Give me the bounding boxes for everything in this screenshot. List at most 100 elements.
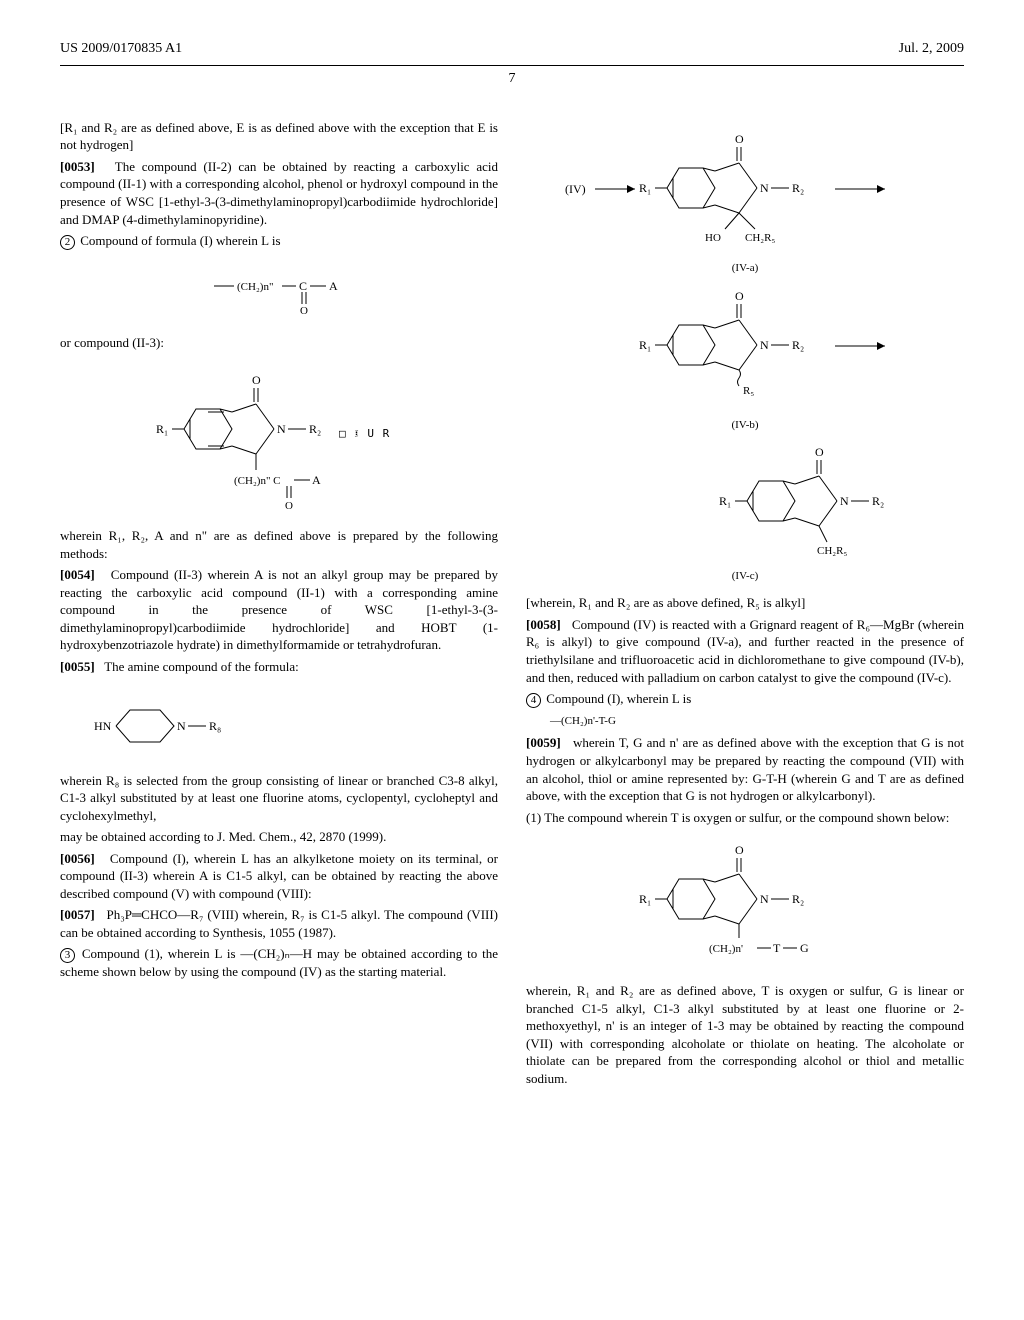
two-column-layout: [R₁ and R₂ are as defined above, E is as… [60, 119, 964, 1092]
svg-text:N: N [760, 338, 769, 352]
svg-text:A: A [312, 473, 321, 487]
para-num-0057: [0057] [60, 907, 95, 922]
svg-text:R₁: R₁ [639, 338, 651, 352]
para-0056: [0056] Compound (I), wherein L has an al… [60, 850, 498, 903]
jmedchem-ref: may be obtained according to J. Med. Che… [60, 828, 498, 846]
circled-3-line: 3 Compound (1), wherein L is —(CH₂)ₙ—H m… [60, 945, 498, 980]
svg-text:R₂: R₂ [792, 892, 804, 906]
circled-3-text: Compound (1), wherein L is —(CH₂)ₙ—H may… [60, 946, 498, 979]
label-IVb: (IV-b) [526, 418, 964, 433]
circled-2-icon: 2 [60, 235, 75, 250]
svg-text:R₈: R₈ [209, 719, 221, 733]
wherein-final: wherein, R₁ and R₂ are as defined above,… [526, 982, 964, 1087]
svg-text:R₂: R₂ [309, 422, 321, 436]
svg-text:O: O [735, 844, 744, 857]
para-0055: [0055] The amine compound of the formula… [60, 658, 498, 676]
wherein-R8: wherein R₈ is selected from the group co… [60, 772, 498, 825]
bracket-wherein-right: [wherein, R₁ and R₂ are as above defined… [526, 594, 964, 612]
svg-text:R₁: R₁ [639, 892, 651, 906]
struct-L-ketone: (CH₂)n" C A O [204, 268, 354, 316]
svg-text:C: C [299, 279, 307, 293]
formula-TG: —(CH₂)n'-T-G [526, 714, 964, 729]
svg-text:N: N [760, 181, 769, 195]
formula-L-ketone: (CH₂)n" C A O [60, 268, 498, 316]
or-compound-II3: or compound (II-3): [60, 334, 498, 352]
circled-4-icon: 4 [526, 693, 541, 708]
label-IVc: (IV-c) [526, 569, 964, 584]
para-num-0056: [0056] [60, 851, 95, 866]
subcase-1: (1) The compound wherein T is oxygen or … [526, 809, 964, 827]
circled-2-text: Compound of formula (I) wherein L is [80, 233, 280, 248]
label-IVa: (IV-a) [526, 261, 964, 276]
svg-text:O: O [300, 305, 308, 316]
para-num-0054: [0054] [60, 567, 95, 582]
svg-text:N: N [760, 892, 769, 906]
circled-3-icon: 3 [60, 948, 75, 963]
para-0057-text: Ph₃P═CHCO—R₇ (VIII) wherein, R₇ is C1-5 … [60, 907, 498, 940]
svg-text:(IV): (IV) [565, 182, 586, 196]
page-header: US 2009/0170835 A1 Jul. 2, 2009 [60, 40, 964, 59]
para-num-0058: [0058] [526, 617, 561, 632]
svg-text:HO: HO [705, 232, 721, 244]
svg-text:O: O [735, 133, 744, 146]
para-0056-text: Compound (I), wherein L has an alkylketo… [60, 851, 498, 901]
left-column: [R₁ and R₂ are as defined above, E is as… [60, 119, 498, 1092]
para-0053: [0053] The compound (II-2) can be obtain… [60, 158, 498, 228]
svg-text:R₁: R₁ [719, 494, 731, 508]
struct-II3: O N R₂ R₁ (CH₂)n" C A O [129, 369, 429, 509]
svg-text:R₅: R₅ [743, 385, 754, 397]
para-0055-text: The amine compound of the formula: [104, 659, 299, 674]
svg-text:R₂: R₂ [872, 494, 884, 508]
svg-text:(CH₂)n" C: (CH₂)n" C [234, 475, 281, 487]
circled-4-line: 4 Compound (I), wherein L is [526, 690, 964, 708]
para-0053-text: The compound (II-2) can be obtained by r… [60, 159, 498, 227]
bracket-def-top: [R₁ and R₂ are as defined above, E is as… [60, 119, 498, 154]
para-0054: [0054] Compound (II-3) wherein A is not … [60, 566, 498, 654]
svg-text:R₁: R₁ [156, 422, 168, 436]
svg-text:CH₂R₅: CH₂R₅ [745, 232, 775, 244]
right-column: (IV) R₁ O N [526, 119, 964, 1092]
svg-text:(CH₂)n": (CH₂)n" [237, 281, 273, 293]
circled-2-line: 2 Compound of formula (I) wherein L is [60, 232, 498, 250]
svg-text:R₂: R₂ [792, 338, 804, 352]
patent-number: US 2009/0170835 A1 [60, 40, 182, 59]
para-num-0055: [0055] [60, 659, 95, 674]
struct-piperazine: HN N R₈ [90, 694, 270, 754]
struct-TG-block: R₁ O N R₂ (CH₂)n' [526, 844, 964, 964]
para-0059: [0059] wherein T, G and n' are as define… [526, 734, 964, 804]
svg-text:G: G [800, 941, 809, 955]
svg-text:A: A [329, 279, 338, 293]
struct-IVa: (IV) R₁ O N [555, 133, 935, 253]
struct-IVb: R₁ O N R₂ [555, 290, 935, 410]
svg-text:R₁: R₁ [639, 181, 651, 195]
svg-text:O: O [285, 500, 293, 509]
scheme-IV: (IV) R₁ O N [526, 133, 964, 585]
para-0059-text: wherein T, G and n' are as defined above… [526, 735, 964, 803]
para-0057: [0057] Ph₃P═CHCO—R₇ (VIII) wherein, R₇ i… [60, 906, 498, 941]
garbled-text: □ ፤ U R [339, 427, 390, 440]
wherein-II3: wherein R₁, R₂, A and n" are as defined … [60, 527, 498, 562]
page-number: 7 [60, 70, 964, 89]
para-0058: [0058] Compound (IV) is reacted with a G… [526, 616, 964, 686]
para-num-0059: [0059] [526, 735, 561, 750]
svg-text:N: N [177, 719, 186, 733]
para-num-0053: [0053] [60, 159, 95, 174]
publication-date: Jul. 2, 2009 [899, 40, 964, 59]
svg-text:T: T [773, 941, 781, 955]
circled-4-text: Compound (I), wherein L is [546, 691, 691, 706]
svg-text:O: O [815, 446, 824, 459]
svg-text:HN: HN [94, 719, 112, 733]
para-0058-text: Compound (IV) is reacted with a Grignard… [526, 617, 964, 685]
svg-text:O: O [735, 290, 744, 303]
svg-text:N: N [840, 494, 849, 508]
svg-text:O: O [252, 373, 261, 387]
header-rule [60, 65, 964, 66]
svg-text:(CH₂)n': (CH₂)n' [709, 943, 743, 955]
struct-amine-block: HN N R₈ [60, 694, 498, 754]
svg-text:R₂: R₂ [792, 181, 804, 195]
struct-IVc: R₁ O N R₂ CH₂R₅ [555, 446, 935, 561]
para-0054-text: Compound (II-3) wherein A is not an alky… [60, 567, 498, 652]
struct-II3-block: O N R₂ R₁ (CH₂)n" C A O [60, 369, 498, 509]
svg-text:CH₂R₅: CH₂R₅ [817, 545, 847, 557]
struct-TG: R₁ O N R₂ (CH₂)n' [615, 844, 875, 964]
